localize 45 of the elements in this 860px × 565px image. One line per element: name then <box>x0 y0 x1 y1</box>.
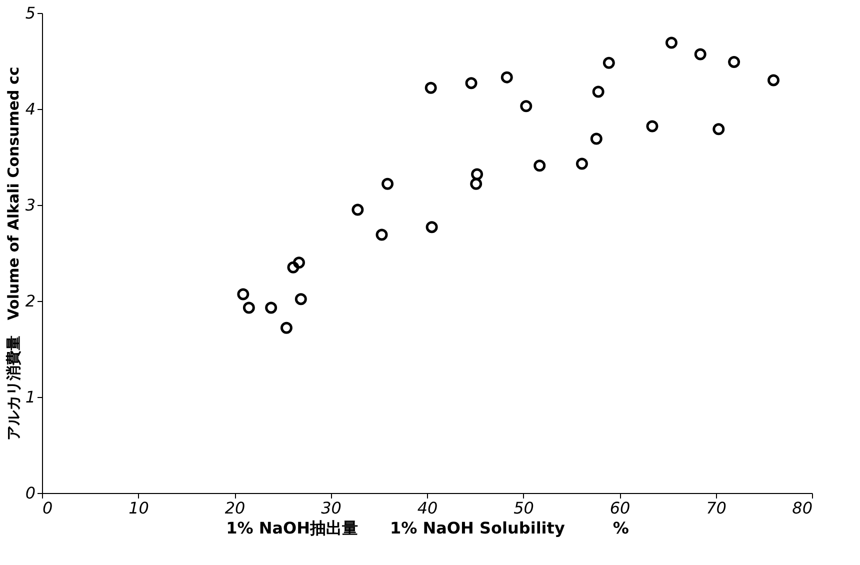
point <box>646 120 658 132</box>
x-tick-label: 60 <box>610 498 630 518</box>
point <box>465 77 478 90</box>
point <box>470 178 482 190</box>
point <box>602 56 615 69</box>
point <box>694 48 706 60</box>
point <box>500 71 513 84</box>
x-tick-label: 70 <box>706 498 726 518</box>
x-axis-title: 1% NaOH抽出量 1% NaOH Solubility % <box>226 518 629 538</box>
y-tick-label: 2 <box>25 292 36 310</box>
point <box>294 293 307 306</box>
x-tick-label: 50 <box>514 498 534 518</box>
y-tick-label: 4 <box>25 100 36 118</box>
point <box>665 36 678 49</box>
point <box>280 322 292 334</box>
point <box>534 160 546 172</box>
point <box>592 86 604 98</box>
point <box>520 100 532 112</box>
point <box>376 228 388 241</box>
x-tick-label: 0 <box>42 498 53 518</box>
point <box>728 56 740 68</box>
x-tick-label: 20 <box>224 498 246 518</box>
x-tick-label: 40 <box>417 498 438 518</box>
point <box>471 168 484 180</box>
y-tick-label: 1 <box>25 388 36 406</box>
y-tick-label: 3 <box>25 196 36 214</box>
point <box>287 261 300 274</box>
point <box>426 221 438 234</box>
point <box>237 288 250 300</box>
x-tick-label: 10 <box>128 498 149 518</box>
point <box>292 256 305 269</box>
point <box>424 82 437 94</box>
y-tick-label: 5 <box>25 4 36 22</box>
point <box>382 178 394 190</box>
y-axis-title: アルカリ消費量 Volume of Alkali Consumed cc <box>4 66 22 440</box>
point <box>576 158 588 170</box>
point <box>768 74 780 86</box>
point <box>242 302 255 314</box>
point <box>352 204 364 216</box>
x-tick-label: 30 <box>321 498 342 518</box>
y-tick-label: 0 <box>25 484 36 502</box>
point <box>265 302 278 314</box>
point <box>712 123 725 136</box>
x-tick-label: 80 <box>792 498 812 518</box>
point <box>590 132 602 145</box>
